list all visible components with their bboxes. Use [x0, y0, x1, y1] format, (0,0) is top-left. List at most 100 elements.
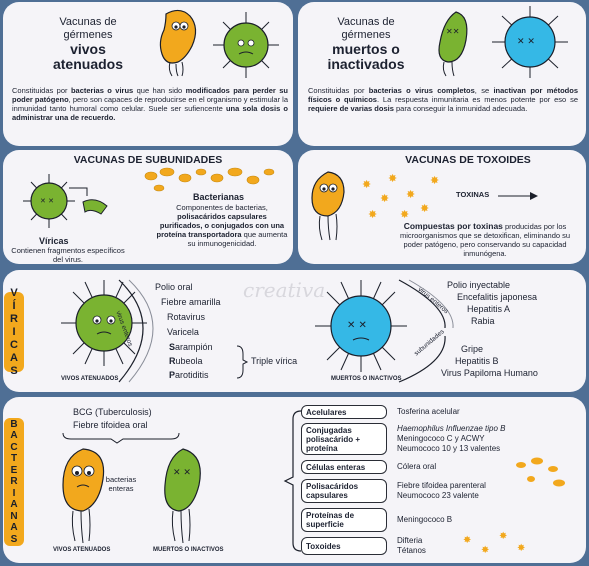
- dead-title-1: Vacunas de: [337, 16, 395, 28]
- subunits-title: VACUNAS DE SUBUNIDADES: [73, 154, 223, 166]
- bact-dead-caption: MUERTOS O INACTIVOS: [153, 547, 224, 553]
- triple-item-1: Rubeola: [169, 356, 203, 366]
- live-caption: VIVOS ATENUADOS: [61, 376, 119, 382]
- dead-description: Constituidas por bacterias o virus compl…: [308, 86, 578, 113]
- arc-live-icon: [118, 279, 154, 383]
- bact-row-label-5: Toxoides: [301, 537, 387, 555]
- bacteria-dead-green-icon: ✕ ✕: [164, 448, 201, 544]
- svg-text:✸: ✸: [481, 545, 489, 556]
- bact-tree-bracket-icon: [283, 410, 302, 552]
- toxins-arrow-icon: [498, 192, 538, 200]
- bacteria-green-dead-icon: ✕✕: [438, 11, 468, 77]
- svg-text:✸: ✸: [362, 178, 371, 191]
- virus-fragment-icon: ✕ ✕: [23, 174, 108, 228]
- dead-top-item-1: Encefalitis japonesa: [457, 292, 538, 302]
- svg-text:✸: ✸: [499, 531, 507, 542]
- triple-item-2: Parotiditis: [169, 370, 209, 380]
- svg-text:✕✕: ✕✕: [446, 27, 459, 36]
- bact-row-value-4-0: Meningococo B: [397, 515, 453, 524]
- live-title-4: atenuados: [52, 56, 123, 72]
- bacterianas-label: Bacterianas: [193, 192, 245, 202]
- toxins-label: TOXINAS: [456, 190, 490, 199]
- dead-top-item-0: Polio inyectable: [447, 280, 511, 290]
- svg-text:✸: ✸: [430, 174, 439, 187]
- bact-row-label-2: Células enteras: [301, 460, 387, 474]
- virus-blue-dead-icon: ✕ ✕: [492, 6, 568, 78]
- toxoids-title: VACUNAS DE TOXOIDES: [405, 154, 531, 166]
- svg-text:✸: ✸: [420, 202, 429, 215]
- triple-label: Triple vírica: [251, 356, 298, 366]
- panel-viricas: creativa virus enteros VIVOS ATENUADOS P…: [3, 270, 586, 392]
- bact-row-label-4: Proteínas de superficie: [301, 508, 387, 532]
- live-description: Constituidas por bacterias o virus que h…: [12, 86, 289, 122]
- triple-item-0: Sarampión: [169, 342, 213, 352]
- svg-text:✸: ✸: [406, 188, 415, 201]
- dead-top-item-2: Hepatitis A: [467, 304, 511, 314]
- live-item-1: Fiebre amarilla: [161, 297, 221, 307]
- bact-row-value-5-0: Difteria: [397, 536, 423, 545]
- live-title-1: Vacunas de: [59, 16, 117, 28]
- bact-row-value-5-1: Tétanos: [397, 546, 426, 555]
- bact-live-item-0: BCG (Tuberculosis): [73, 407, 152, 417]
- dead-caption: MUERTOS O INACTIVOS: [331, 376, 402, 382]
- bact-row-value-3-0: Fiebre tifoidea parenteral: [397, 481, 486, 490]
- bact-row-label-1: Conjugadas polisacárido + proteína: [301, 423, 387, 455]
- bact-dots-decor-icon: [516, 457, 565, 487]
- toxoids-desc: Compuestas por toxinas producidas por lo…: [399, 221, 571, 259]
- svg-text:✕ ✕: ✕ ✕: [347, 320, 367, 331]
- panel-dead-inactivated: Vacunas de gérmenes muertos o inactivado…: [298, 2, 586, 146]
- dead-bottom-item-2: Virus Papiloma Humano: [441, 368, 538, 378]
- virus-green-icon: [213, 12, 279, 78]
- live-item-2: Rotavirus: [167, 312, 206, 322]
- bact-live-bracket-icon: [62, 432, 180, 444]
- viricas-label: Víricas: [39, 236, 69, 246]
- svg-text:✸: ✸: [388, 172, 397, 185]
- bact-row-value-1-0: Haemophilus Influenzae tipo B: [397, 424, 506, 433]
- bact-live-caption: VIVOS ATENUADOS: [53, 547, 111, 553]
- dead-top-item-3: Rabia: [471, 316, 495, 326]
- svg-text:✕ ✕: ✕ ✕: [40, 197, 54, 205]
- watermark: creativa: [243, 278, 326, 302]
- bacteria-toxin-icon: [311, 171, 345, 241]
- toxin-stars-icon: ✸ ✸✸ ✸ ✸✸ ✸ ✸: [362, 172, 439, 221]
- triple-bracket-icon: [236, 345, 249, 379]
- bact-row-value-3-1: Neumococo 23 valente: [397, 491, 479, 500]
- svg-text:✕ ✕: ✕ ✕: [517, 37, 535, 47]
- panel-live-attenuated: Vacunas de gérmenes vivos atenuados Cons…: [3, 2, 293, 146]
- svg-text:✸: ✸: [463, 535, 471, 546]
- bact-stars-decor-icon: ✸ ✸ ✸ ✸: [463, 531, 525, 556]
- viricas-desc: Contienen fragmentos específicos del vir…: [11, 246, 125, 264]
- dead-title-4: inactivados: [327, 56, 405, 72]
- bact-row-label-3: Polisacáridos capsulares: [301, 479, 387, 503]
- panel-toxoids: VACUNAS DE TOXOIDES ✸ ✸ ✸ ✸ ✸ ✸ ✸ ✸ TOXINAS Co…: [298, 150, 586, 264]
- svg-text:✸: ✸: [368, 208, 377, 221]
- arc-dead-icon: [398, 279, 454, 383]
- dead-title-2: gérmenes: [341, 29, 391, 41]
- svg-text:✕ ✕: ✕ ✕: [173, 468, 191, 478]
- bact-row-value-0-0: Tosferina acelular: [397, 407, 460, 416]
- bact-row-label-0: Acelulares: [301, 405, 387, 419]
- dead-title-3: muertos o: [332, 41, 400, 57]
- bact-caption: bacterias enteras: [105, 475, 137, 493]
- bact-row-value-1-2: Neumococo 10 y 13 valentes: [397, 444, 501, 453]
- virus-live-green-icon: [61, 280, 147, 366]
- bact-live-item-1: Fiebre tifoidea oral: [73, 420, 148, 430]
- live-title-2: gérmenes: [63, 29, 113, 41]
- svg-text:✸: ✸: [517, 543, 525, 554]
- dead-bottom-item-0: Gripe: [461, 344, 484, 354]
- panel-bacterianas: BCG (Tuberculosis) Fiebre tifoidea oral …: [3, 397, 586, 563]
- bacteria-live-orange-icon: [62, 448, 105, 544]
- virus-dead-blue-icon: ✕ ✕: [315, 280, 407, 372]
- svg-text:✸: ✸: [380, 192, 389, 205]
- live-title-3: vivos: [70, 41, 106, 57]
- bact-row-value-2-0: Cólera oral: [397, 462, 437, 471]
- polysaccharide-dots-icon: [144, 167, 275, 192]
- panel-subunits: VACUNAS DE SUBUNIDADES ✕ ✕ Víricas Conti…: [3, 150, 293, 264]
- live-item-3: Varicela: [167, 327, 199, 337]
- bact-row-value-1-1: Meningococo C y ACWY: [397, 434, 485, 443]
- bacterianas-desc: Componentes de bacterias, polisacáridos …: [156, 203, 288, 248]
- dead-bottom-item-1: Hepatitis B: [455, 356, 499, 366]
- bacteria-orange-icon: [159, 9, 197, 77]
